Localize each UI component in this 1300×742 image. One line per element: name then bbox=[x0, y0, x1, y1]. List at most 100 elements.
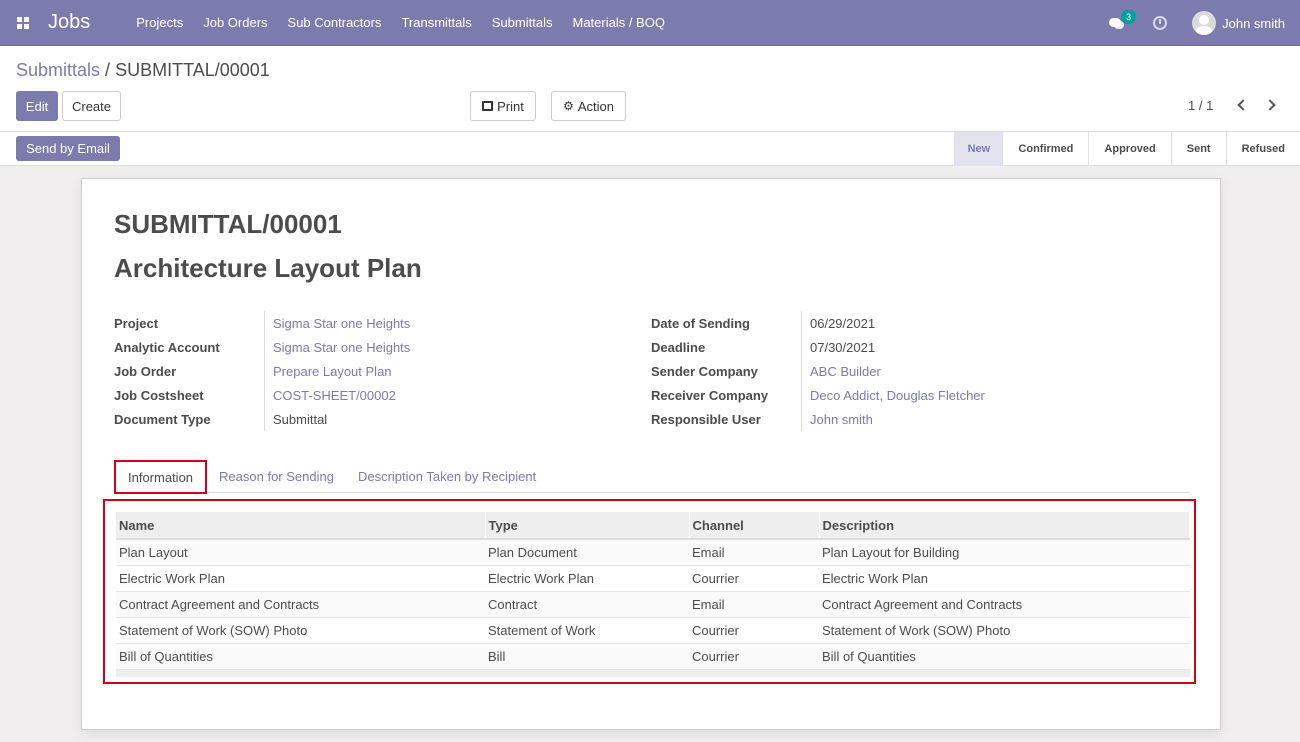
cell-name: Contract Agreement and Contracts bbox=[116, 591, 485, 618]
cell-type: Contract bbox=[485, 591, 689, 618]
apps-menu-icon[interactable] bbox=[0, 0, 46, 46]
stage-refused[interactable]: Refused bbox=[1225, 132, 1300, 166]
field-label: Analytic Account bbox=[114, 339, 220, 355]
print-label: Print bbox=[497, 98, 524, 114]
field-value[interactable]: COST-SHEET/00002 bbox=[264, 383, 396, 407]
cell-description: Statement of Work (SOW) Photo bbox=[819, 617, 1190, 644]
cell-description: Electric Work Plan bbox=[819, 565, 1190, 592]
field-value: Submittal bbox=[264, 407, 327, 431]
field-label: Document Type bbox=[114, 411, 211, 427]
avatar[interactable] bbox=[1192, 11, 1217, 35]
record-reference: SUBMITTAL/00001 bbox=[114, 209, 342, 239]
username[interactable]: John smith bbox=[1222, 15, 1285, 31]
cell-channel: Email bbox=[689, 539, 819, 566]
cell-channel: Courrier bbox=[689, 617, 819, 644]
create-button[interactable]: Create bbox=[62, 91, 121, 121]
cell-type: Bill bbox=[485, 643, 689, 670]
table-row[interactable]: Contract Agreement and Contracts Contrac… bbox=[116, 591, 1190, 618]
field-value[interactable]: Deco Addict, Douglas Fletcher bbox=[801, 383, 985, 407]
notebook-tabs: Information Reason for Sending Descripti… bbox=[114, 460, 1190, 494]
field-sender-company: Sender Company ABC Builder bbox=[651, 359, 985, 383]
table-row[interactable]: Bill of Quantities Bill Courrier Bill of… bbox=[116, 643, 1190, 670]
field-label: Responsible User bbox=[651, 411, 761, 427]
action-button[interactable]: ⚙ Action bbox=[551, 91, 626, 121]
column-header-name[interactable]: Name bbox=[116, 512, 486, 540]
cell-channel: Courrier bbox=[689, 565, 819, 592]
main-menu: Projects Job Orders Sub Contractors Tran… bbox=[136, 15, 685, 30]
stage-new[interactable]: New bbox=[954, 132, 1003, 166]
field-analytic-account: Analytic Account Sigma Star one Heights bbox=[114, 335, 410, 359]
breadcrumb-current: SUBMITTAL/00001 bbox=[115, 60, 270, 80]
pager-value[interactable]: 1 / 1 bbox=[1188, 98, 1214, 113]
cell-type: Statement of Work bbox=[485, 617, 689, 644]
status-bar: Send by Email New Confirmed Approved Sen… bbox=[0, 132, 1300, 166]
field-value[interactable]: Sigma Star one Heights bbox=[264, 335, 410, 359]
cell-type: Plan Document bbox=[485, 539, 689, 566]
documents-table-highlight: Name Type Channel Description Plan Layou… bbox=[103, 499, 1196, 684]
field-date-of-sending: Date of Sending 06/29/2021 bbox=[651, 311, 985, 335]
table-row[interactable]: Plan Layout Plan Document Email Plan Lay… bbox=[116, 539, 1190, 566]
field-value: 06/29/2021 bbox=[801, 311, 875, 335]
field-label: Project bbox=[114, 315, 159, 331]
field-label: Deadline bbox=[651, 339, 706, 355]
cell-channel: Courrier bbox=[689, 643, 819, 670]
tab-information[interactable]: Information bbox=[114, 460, 208, 494]
menu-item-job-orders[interactable]: Job Orders bbox=[203, 15, 268, 30]
action-label: Action bbox=[577, 98, 614, 114]
documents-table: Name Type Channel Description Plan Layou… bbox=[116, 512, 1190, 677]
field-job-order: Job Order Prepare Layout Plan bbox=[114, 359, 410, 383]
field-value[interactable]: John smith bbox=[801, 407, 873, 431]
field-label: Receiver Company bbox=[651, 387, 769, 403]
pager-previous-button[interactable] bbox=[1236, 96, 1250, 114]
tab-description-taken-by-recipient[interactable]: Description Taken by Recipient bbox=[357, 469, 537, 484]
right-field-group: Date of Sending 06/29/2021 Deadline 07/3… bbox=[651, 311, 985, 431]
field-receiver-company: Receiver Company Deco Addict, Douglas Fl… bbox=[651, 383, 985, 407]
form-sheet: SUBMITTAL/00001 Architecture Layout Plan… bbox=[81, 178, 1221, 730]
table-row[interactable]: Electric Work Plan Electric Work Plan Co… bbox=[116, 565, 1190, 592]
stage-sent[interactable]: Sent bbox=[1170, 132, 1226, 166]
pager-next-button[interactable] bbox=[1263, 96, 1277, 114]
cell-description: Bill of Quantities bbox=[819, 643, 1190, 670]
table-footer-row bbox=[116, 669, 1190, 677]
field-label: Job Costsheet bbox=[114, 387, 204, 403]
table-row[interactable]: Statement of Work (SOW) Photo Statement … bbox=[116, 617, 1190, 644]
cell-channel: Email bbox=[689, 591, 819, 618]
column-header-channel[interactable]: Channel bbox=[689, 512, 820, 540]
print-button[interactable]: Print bbox=[470, 91, 536, 121]
field-label: Job Order bbox=[114, 363, 177, 379]
field-label: Date of Sending bbox=[651, 315, 750, 331]
field-value[interactable]: Sigma Star one Heights bbox=[264, 311, 410, 335]
menu-item-transmittals[interactable]: Transmittals bbox=[401, 15, 472, 30]
chevron-right-icon bbox=[1264, 99, 1276, 111]
app-brand[interactable]: Jobs bbox=[48, 11, 91, 33]
stage-selector: New Confirmed Approved Sent Refused bbox=[954, 132, 1300, 166]
chat-badge: 3 bbox=[1121, 10, 1137, 24]
field-value[interactable]: Prepare Layout Plan bbox=[264, 359, 392, 383]
gear-icon: ⚙ bbox=[563, 99, 574, 113]
column-header-description[interactable]: Description bbox=[819, 512, 1190, 540]
cell-name: Plan Layout bbox=[116, 539, 485, 566]
printer-icon bbox=[482, 101, 494, 111]
menu-item-materials-boq[interactable]: Materials / BOQ bbox=[572, 15, 665, 30]
cell-description: Plan Layout for Building bbox=[819, 539, 1190, 566]
field-value: 07/30/2021 bbox=[801, 335, 875, 359]
cell-description: Contract Agreement and Contracts bbox=[819, 591, 1190, 618]
menu-item-projects[interactable]: Projects bbox=[136, 15, 184, 30]
field-project: Project Sigma Star one Heights bbox=[114, 311, 410, 335]
menu-item-sub-contractors[interactable]: Sub Contractors bbox=[287, 15, 382, 30]
control-panel: Submittals / SUBMITTAL/00001 Edit Create… bbox=[0, 46, 1300, 132]
chat-icon[interactable]: 3 bbox=[1109, 10, 1137, 30]
send-by-email-button[interactable]: Send by Email bbox=[16, 136, 120, 161]
cell-name: Bill of Quantities bbox=[116, 643, 485, 670]
clock-icon[interactable] bbox=[1153, 16, 1168, 30]
menu-item-submittals[interactable]: Submittals bbox=[491, 15, 553, 30]
field-value[interactable]: ABC Builder bbox=[801, 359, 881, 383]
stage-approved[interactable]: Approved bbox=[1088, 132, 1170, 166]
record-title: Architecture Layout Plan bbox=[114, 253, 422, 283]
breadcrumb-separator: / bbox=[100, 60, 116, 80]
breadcrumb-parent[interactable]: Submittals bbox=[16, 60, 101, 80]
edit-button[interactable]: Edit bbox=[16, 91, 58, 121]
column-header-type[interactable]: Type bbox=[485, 512, 690, 540]
tab-reason-for-sending[interactable]: Reason for Sending bbox=[219, 469, 334, 484]
stage-confirmed[interactable]: Confirmed bbox=[1002, 132, 1088, 166]
